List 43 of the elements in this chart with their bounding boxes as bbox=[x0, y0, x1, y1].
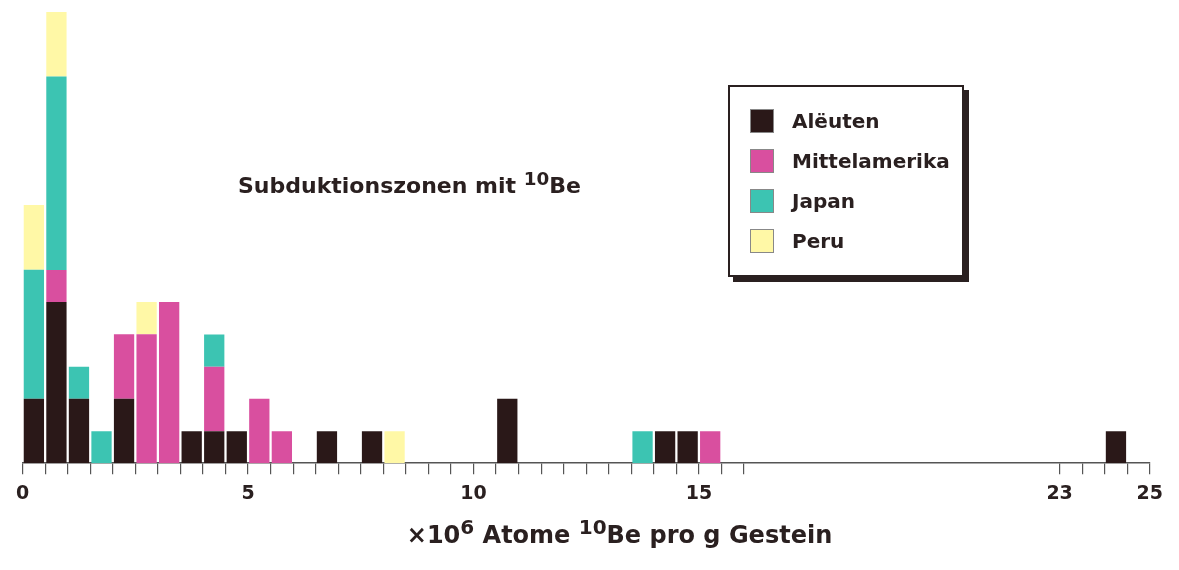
bar bbox=[68, 366, 90, 399]
bar bbox=[159, 302, 180, 464]
bar bbox=[204, 334, 225, 367]
bar bbox=[46, 12, 67, 77]
x-tick-label: 25 bbox=[1136, 480, 1164, 503]
bar bbox=[46, 76, 67, 271]
x-tick-label: 10 bbox=[460, 480, 487, 503]
bar bbox=[677, 431, 698, 464]
bar bbox=[113, 398, 135, 464]
x-tick-label: 15 bbox=[685, 480, 713, 503]
bar bbox=[46, 302, 67, 464]
legend-label: Alëuten bbox=[792, 109, 880, 133]
bar bbox=[91, 431, 112, 464]
bar bbox=[204, 431, 225, 464]
bar bbox=[113, 334, 135, 399]
bar bbox=[23, 398, 45, 464]
bar bbox=[68, 398, 90, 464]
bar bbox=[497, 398, 518, 464]
x-axis-title: ×10$^{6}$ Atome $^{10}$Be pro g Gestein bbox=[405, 515, 834, 549]
bar bbox=[249, 398, 270, 464]
bar bbox=[316, 431, 338, 464]
legend-label: Japan bbox=[792, 189, 855, 213]
bar bbox=[1105, 431, 1127, 464]
bar bbox=[384, 431, 405, 464]
text: Subduktionszonen mit $^{10}$Be bbox=[238, 168, 581, 199]
bar bbox=[271, 431, 292, 464]
bar bbox=[136, 334, 157, 464]
bar bbox=[23, 205, 45, 270]
bar bbox=[204, 366, 225, 432]
legend-label: Peru bbox=[792, 229, 845, 253]
bar bbox=[361, 431, 383, 464]
x-tick-label: 5 bbox=[241, 480, 255, 503]
bar bbox=[181, 431, 202, 464]
bar bbox=[632, 431, 653, 464]
x-tick-label: 23 bbox=[1046, 480, 1073, 503]
bar bbox=[136, 302, 157, 335]
x-tick-label: 0 bbox=[15, 480, 30, 503]
bar bbox=[226, 431, 247, 464]
legend-label: Mittelamerika bbox=[792, 149, 950, 173]
bar bbox=[654, 431, 676, 464]
bar bbox=[46, 270, 67, 303]
bar bbox=[700, 431, 721, 464]
bar bbox=[23, 269, 45, 399]
